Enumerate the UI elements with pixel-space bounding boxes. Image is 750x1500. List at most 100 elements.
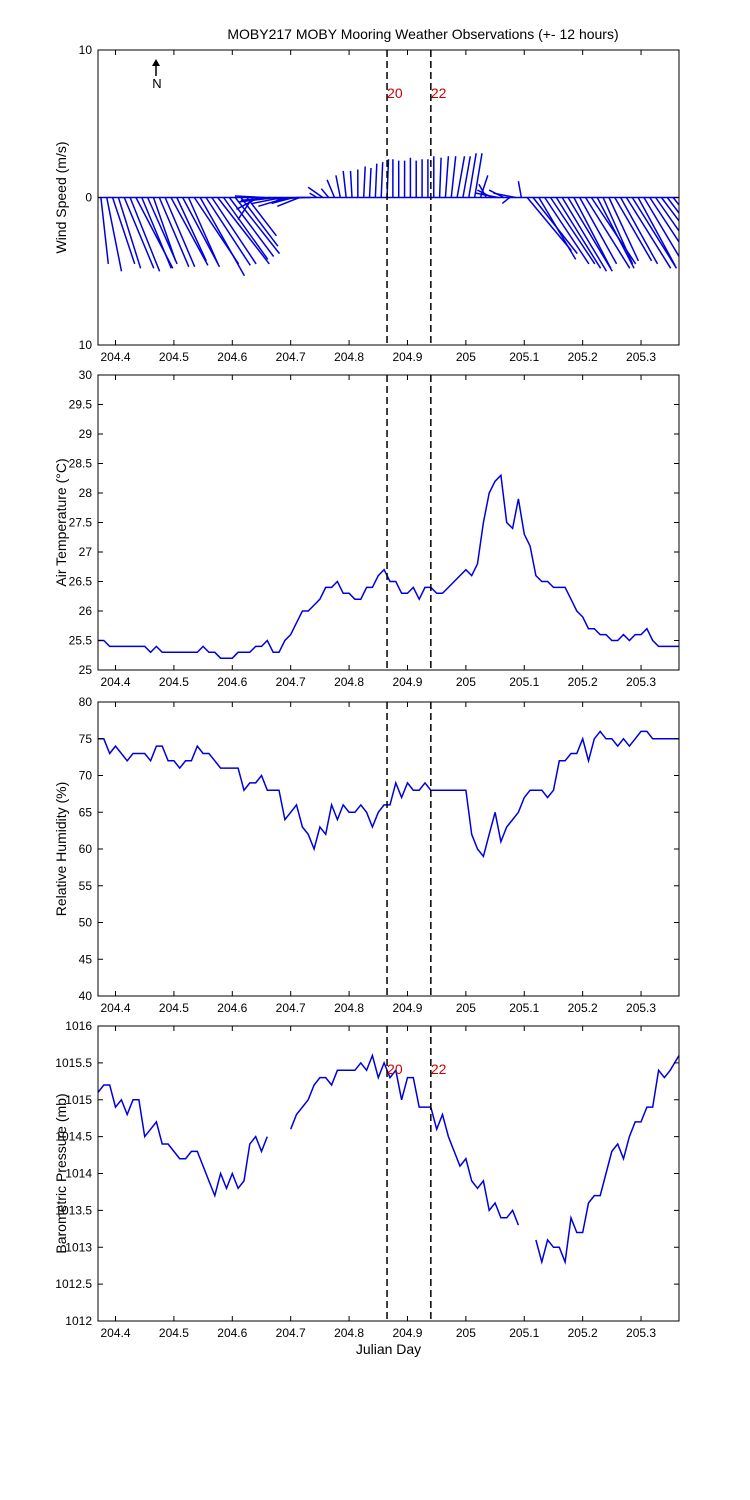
wind-vector — [573, 197, 612, 269]
y-axis-label: Barometric Pressure (mb) — [53, 1093, 69, 1253]
x-tick-label: 205 — [456, 350, 476, 364]
y-tick-label: 55 — [79, 879, 93, 893]
wind-vector — [374, 163, 378, 198]
x-tick-label: 204.9 — [392, 350, 422, 364]
series-line — [98, 473, 679, 659]
x-tick-label: 204.7 — [276, 675, 306, 689]
y-tick-label: 0 — [85, 191, 92, 205]
wind-vector — [320, 188, 330, 198]
plot-area — [98, 473, 679, 659]
x-tick-label: 205.3 — [626, 1001, 656, 1015]
y-axis-label: Air Temperature (°C) — [53, 458, 69, 586]
wind-vector — [625, 197, 672, 269]
x-tick-label: 204.8 — [334, 350, 364, 364]
x-tick-label: 204.6 — [217, 1326, 247, 1340]
y-tick-label: 50 — [79, 916, 93, 930]
wind-vector — [549, 197, 596, 265]
chart-panel-1: 20 22 10 0 10 204.4 204.5 204.6 204.7 204.8 204.9 2… — [53, 43, 680, 364]
x-tick-label: 205 — [456, 1326, 476, 1340]
y-tick-label: 29.5 — [69, 398, 93, 412]
y-tick-label: 1014 — [65, 1167, 92, 1181]
x-tick-label: 205.2 — [568, 1326, 598, 1340]
wind-vector — [199, 197, 246, 277]
x-tick-label: 204.5 — [159, 675, 189, 689]
wind-vector — [643, 197, 679, 258]
wind-vector — [584, 197, 631, 269]
wind-vector — [205, 197, 251, 266]
x-tick-label: 205.2 — [568, 350, 598, 364]
plot-area — [98, 1053, 679, 1265]
x-tick-label: 205.2 — [568, 675, 598, 689]
y-tick-label: 1014.5 — [55, 1130, 92, 1144]
wind-vector — [655, 197, 679, 233]
x-axis-label: Julian Day — [356, 1341, 421, 1357]
x-tick-label: 205.3 — [626, 350, 656, 364]
plot-area — [98, 730, 679, 859]
wind-vector — [234, 195, 265, 199]
y-axis-label: Relative Humidity (%) — [53, 782, 69, 917]
y-tick-label: 25 — [79, 663, 93, 677]
wind-vector — [538, 197, 577, 260]
wind-vector — [555, 197, 602, 269]
x-tick-label: 204.9 — [392, 1326, 422, 1340]
series-line-segment-3 — [535, 1055, 679, 1265]
y-tick-label: 26.5 — [69, 575, 93, 589]
wind-vector — [129, 197, 161, 272]
y-tick-label: 1015 — [65, 1093, 92, 1107]
x-tick-label: 205 — [456, 1001, 476, 1015]
y-tick-label: 65 — [79, 805, 93, 819]
wind-vector — [362, 166, 366, 198]
series-line-segment-1 — [98, 1084, 268, 1198]
wind-vector — [501, 196, 511, 204]
x-tick-label: 204.8 — [334, 1326, 364, 1340]
wind-vector — [326, 179, 336, 198]
wind-vector — [438, 157, 442, 198]
y-tick-label: 30 — [79, 368, 93, 382]
wind-vector — [246, 197, 277, 237]
wind-vector — [631, 197, 678, 269]
axes-frame — [97, 374, 680, 671]
wind-vector — [456, 156, 466, 198]
wind-vector — [277, 196, 300, 207]
wind-vector — [608, 197, 640, 262]
wind-vector — [579, 197, 618, 265]
wind-vector — [561, 197, 608, 272]
x-tick-label: 204.6 — [217, 1001, 247, 1015]
x-tick-label: 204.5 — [159, 1326, 189, 1340]
wind-vector — [106, 197, 123, 272]
wind-vector — [619, 197, 659, 265]
wind-vector — [544, 197, 590, 265]
wind-vector — [240, 196, 271, 202]
wind-vector — [123, 197, 155, 269]
wind-vector — [217, 197, 270, 265]
y-tick-label: 45 — [79, 952, 93, 966]
wind-vector — [526, 197, 572, 252]
y-tick-label: 29 — [79, 427, 93, 441]
x-tick-label: 205.1 — [509, 1001, 539, 1015]
wind-vector — [637, 197, 676, 266]
wind-vector — [100, 197, 110, 264]
wind-vector — [176, 197, 207, 262]
wind-vector — [117, 197, 142, 269]
wind-vector — [672, 197, 679, 207]
y-tick-label: 60 — [79, 842, 93, 856]
y-tick-label: 80 — [79, 695, 93, 709]
x-tick-label: 205.1 — [509, 1326, 539, 1340]
wind-vector — [170, 197, 209, 266]
marker-label-20: 20 — [387, 85, 403, 101]
plot-area — [98, 153, 679, 277]
wind-vector — [475, 192, 499, 199]
wind-vector — [517, 181, 523, 198]
wind-vector — [164, 197, 196, 268]
wind-vector — [111, 197, 136, 265]
marker-label-22: 22 — [431, 1061, 447, 1077]
x-tick-label: 204.7 — [276, 1326, 306, 1340]
y-tick-label: 10 — [79, 43, 93, 57]
wind-vector — [368, 167, 372, 198]
y-tick-label: 27 — [79, 545, 93, 559]
wind-vector — [462, 156, 472, 198]
x-tick-label: 204.8 — [334, 1001, 364, 1015]
wind-vector — [335, 175, 342, 198]
wind-vector — [309, 192, 318, 199]
y-tick-label: 26 — [79, 604, 93, 618]
